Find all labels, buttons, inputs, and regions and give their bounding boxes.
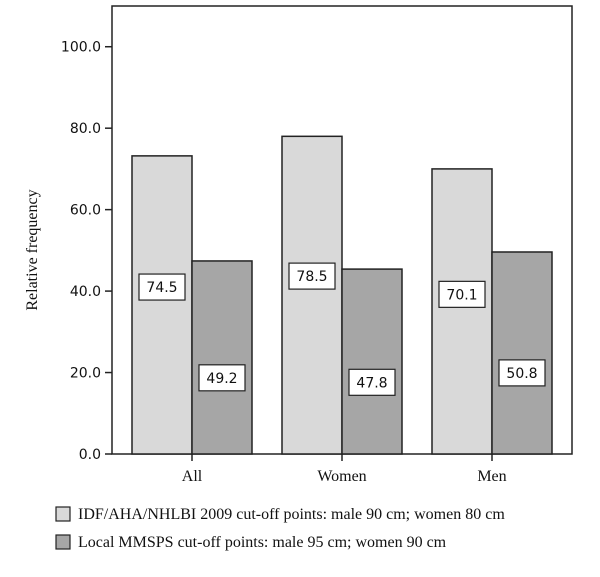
value-label: 70.1 [446, 287, 477, 303]
value-label-box [438, 280, 486, 308]
value-label: 49.2 [206, 371, 237, 387]
plot-area: 74.5 49.2 78.5 47.8 70.1 50.8 [111, 5, 573, 455]
value-label-box [198, 364, 246, 392]
legend-swatch [55, 534, 71, 550]
value-label: 78.5 [296, 269, 327, 285]
x-tick-label: All [182, 468, 203, 485]
y-axis-title: Relative frequency [24, 189, 41, 310]
bar [131, 155, 193, 455]
value-label: 50.8 [506, 366, 537, 382]
y-axis: 0.0 20.0 40.0 60.0 80.0 100.0 [61, 40, 112, 463]
value-label-box [138, 273, 186, 301]
y-tick-label: 100.0 [61, 40, 101, 56]
value-label-box [288, 262, 336, 290]
value-label: 74.5 [146, 280, 177, 296]
legend-label: Local MMSPS cut-off points: male 95 cm; … [78, 534, 447, 551]
value-label: 47.8 [356, 375, 387, 391]
legend-swatch [55, 506, 71, 522]
legend-label: IDF/AHA/NHLBI 2009 cut-off points: male … [78, 506, 505, 523]
bar [341, 268, 403, 455]
y-tick-label: 0.0 [79, 447, 101, 463]
y-tick-label: 40.0 [70, 284, 101, 300]
bar [431, 168, 493, 455]
value-label-box [498, 359, 546, 387]
y-tick-label: 80.0 [70, 121, 101, 137]
y-tick-label: 60.0 [70, 203, 101, 219]
legend: IDF/AHA/NHLBI 2009 cut-off points: male … [55, 506, 505, 551]
y-tick-label: 20.0 [70, 366, 101, 382]
bar [281, 135, 343, 455]
x-tick-label: Men [477, 468, 506, 485]
bar [491, 251, 553, 455]
bar [191, 260, 253, 455]
x-tick-label: Women [317, 468, 366, 485]
x-axis: All Women Men [182, 454, 507, 485]
value-label-box [348, 368, 396, 396]
